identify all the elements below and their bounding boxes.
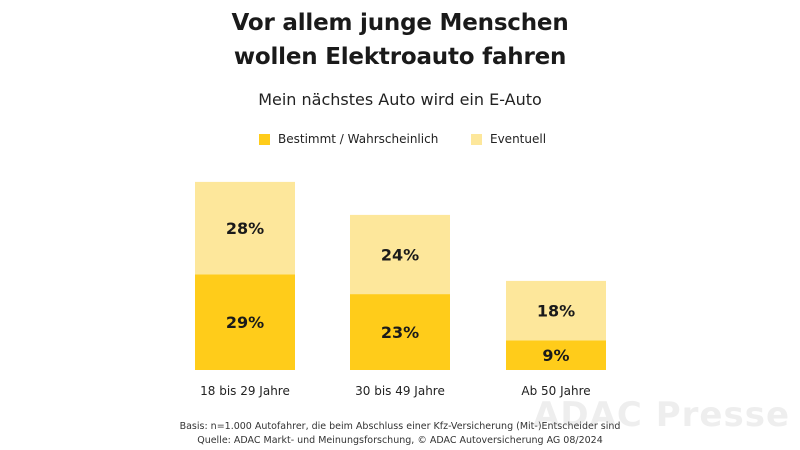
category-label-30-bis-49-jahre: 30 bis 49 Jahre xyxy=(355,384,445,398)
data-label-18-bis-29-jahre-bestimmt-wahrscheinlich: 29% xyxy=(226,313,264,332)
chart-title: Vor allem junge Menschen wollen Elektroa… xyxy=(0,6,800,74)
chart-subtitle: Mein nächstes Auto wird ein E-Auto xyxy=(258,90,542,109)
footnote-source: Quelle: ADAC Markt- und Meinungsforschun… xyxy=(197,435,603,446)
data-label-ab-50-jahre-bestimmt-wahrscheinlich: 9% xyxy=(542,346,569,365)
watermark: ADAC Presse xyxy=(533,395,790,435)
data-label-ab-50-jahre-eventuell: 18% xyxy=(537,302,575,321)
data-label-18-bis-29-jahre-eventuell: 28% xyxy=(226,219,264,238)
bar-30-bis-49-jahre-eventuell xyxy=(350,214,450,295)
category-label-ab-50-jahre: Ab 50 Jahre xyxy=(521,384,590,398)
legend-swatch-bestimmt xyxy=(259,133,270,145)
legend-item-eventuell: Eventuell xyxy=(471,130,546,148)
data-label-30-bis-49-jahre-eventuell: 24% xyxy=(381,246,419,265)
data-label-30-bis-49-jahre-bestimmt-wahrscheinlich: 23% xyxy=(381,323,419,342)
bar-30-bis-49-jahre-bestimmt-wahrscheinlich xyxy=(350,294,450,370)
chart-title-line-2: wollen Elektroauto fahren xyxy=(233,44,567,70)
chart-title-line-1: Vor allem junge Menschen xyxy=(231,10,569,36)
chart-legend: Bestimmt / Wahrscheinlich Eventuell xyxy=(0,130,800,148)
footnote: Basis: n=1.000 Autofahrer, die beim Absc… xyxy=(0,420,800,448)
category-label-18-bis-29-jahre: 18 bis 29 Jahre xyxy=(200,384,290,398)
legend-label-bestimmt: Bestimmt / Wahrscheinlich xyxy=(278,132,439,146)
legend-label-eventuell: Eventuell xyxy=(490,132,547,146)
bar-18-bis-29-jahre-eventuell xyxy=(195,181,295,275)
bar-18-bis-29-jahre-bestimmt-wahrscheinlich xyxy=(195,274,295,370)
bar-ab-50-jahre-eventuell xyxy=(506,280,606,341)
bar-ab-50-jahre-bestimmt-wahrscheinlich xyxy=(506,340,606,370)
legend-item-bestimmt: Bestimmt / Wahrscheinlich xyxy=(259,130,438,148)
footnote-basis: Basis: n=1.000 Autofahrer, die beim Absc… xyxy=(179,421,621,432)
legend-swatch-eventuell xyxy=(471,133,482,145)
